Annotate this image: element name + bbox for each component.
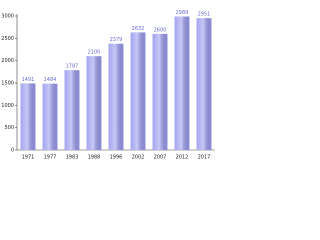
bar-shine: [196, 18, 212, 151]
y-tick-label: 2500: [1, 36, 14, 42]
y-tick-label: 0: [11, 148, 14, 154]
value-label: 1484: [44, 77, 57, 83]
x-tick-label: 1977: [44, 155, 57, 161]
bar-shine: [130, 32, 146, 150]
x-tick-label: 2012: [176, 155, 189, 161]
x-tick-label: 1983: [66, 155, 79, 161]
value-label: 2632: [132, 26, 145, 32]
x-tick-label: 2007: [154, 155, 167, 161]
chart: 0 500 1000 1500 2000 2500 3000 1971 1491 1977 1484…: [1, 10, 215, 161]
x-tick-label: 1996: [110, 155, 123, 161]
value-label: 2379: [110, 37, 123, 43]
bar-shine: [174, 16, 190, 150]
value-label: 2989: [176, 10, 189, 16]
value-label: 2600: [154, 27, 167, 33]
bar-shine: [108, 43, 124, 150]
y-tick-label: 3000: [1, 14, 14, 20]
value-label: 1491: [22, 77, 35, 83]
bar-shine: [64, 70, 80, 150]
value-label: 2951: [198, 12, 211, 18]
value-label: 2100: [88, 50, 101, 56]
value-label: 1787: [66, 64, 79, 70]
x-tick-label: 1971: [22, 155, 35, 161]
bar-shine: [20, 83, 36, 150]
y-tick-label: 1000: [1, 103, 14, 109]
x-tick-label: 1988: [88, 155, 101, 161]
x-tick-label: 2002: [132, 155, 145, 161]
y-tick-label: 1500: [1, 81, 14, 87]
y-tick-label: 500: [4, 125, 14, 131]
y-tick-label: 2000: [1, 58, 14, 64]
bar-shine: [86, 56, 102, 151]
bar-shine: [152, 33, 168, 150]
bar-shine: [42, 83, 58, 150]
x-tick-label: 2017: [198, 155, 211, 161]
